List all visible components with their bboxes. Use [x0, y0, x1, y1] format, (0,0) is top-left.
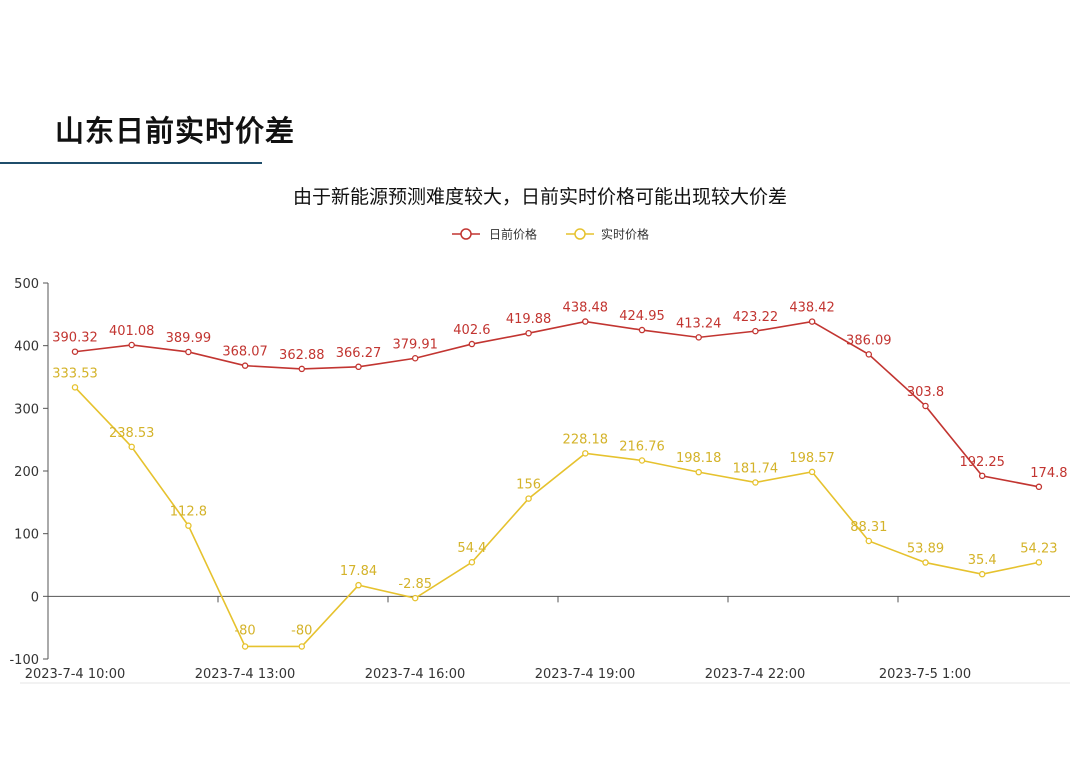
day-ahead-data-label: 402.6: [453, 323, 490, 338]
day-ahead-price-line: [74, 320, 1040, 488]
day-ahead-data-label: 438.42: [789, 301, 835, 316]
realtime-data-label: 88.31: [850, 520, 887, 535]
realtime-point[interactable]: [638, 457, 646, 464]
day-ahead-data-label: 413.24: [676, 316, 722, 331]
day-ahead-point[interactable]: [128, 341, 135, 349]
day-ahead-point[interactable]: [865, 351, 873, 358]
realtime-data-label: 17.84: [340, 564, 377, 579]
realtime-data-label: 35.4: [968, 553, 997, 568]
day-ahead-point[interactable]: [582, 318, 589, 325]
day-ahead-point[interactable]: [468, 340, 476, 348]
day-ahead-data-label: 174.8: [1030, 466, 1067, 481]
page-title: 山东日前实时价差: [55, 114, 296, 148]
legend-marker[interactable]: [574, 228, 586, 240]
day-ahead-point[interactable]: [978, 472, 986, 480]
day-ahead-data-label: 401.08: [109, 324, 155, 339]
day-ahead-point[interactable]: [525, 329, 532, 337]
realtime-point[interactable]: [978, 570, 986, 578]
realtime-data-label: 198.57: [789, 451, 835, 466]
realtime-price-line: [74, 386, 1040, 648]
y-tick-label: 200: [14, 465, 39, 480]
day-ahead-data-label: 386.09: [846, 333, 892, 348]
chart-title: 由于新能源预测难度较大，日前实时价格可能出现较大价差: [292, 186, 787, 208]
day-ahead-point[interactable]: [241, 362, 249, 369]
realtime-data-label: 181.74: [733, 461, 779, 476]
legend-label[interactable]: 实时价格: [601, 227, 649, 242]
day-ahead-point[interactable]: [411, 355, 419, 362]
realtime-point[interactable]: [808, 468, 816, 476]
x-tick-label: 2023-7-4 10:00: [25, 667, 126, 682]
day-ahead-data-label: 390.32: [52, 331, 98, 346]
y-tick-label: 0: [31, 590, 39, 605]
day-ahead-data-label: 192.25: [959, 455, 1005, 470]
realtime-point[interactable]: [128, 443, 135, 451]
day-ahead-data-label: 424.95: [619, 309, 665, 324]
realtime-point[interactable]: [695, 468, 702, 476]
realtime-point[interactable]: [1035, 559, 1043, 566]
realtime-data-label: 333.53: [52, 366, 98, 381]
day-ahead-point[interactable]: [808, 318, 816, 325]
day-ahead-data-label: 362.88: [279, 348, 325, 363]
day-ahead-data-label: 368.07: [222, 345, 268, 360]
x-tick-label: 2023-7-4 13:00: [195, 667, 296, 682]
x-tick-label: 2023-7-4 19:00: [535, 667, 636, 682]
realtime-point[interactable]: [298, 643, 306, 650]
legend-marker[interactable]: [460, 228, 472, 240]
day-ahead-data-label: 303.8: [907, 385, 944, 400]
realtime-point[interactable]: [525, 495, 532, 502]
day-ahead-point[interactable]: [695, 334, 702, 341]
realtime-point[interactable]: [468, 558, 476, 566]
day-ahead-point[interactable]: [922, 402, 929, 410]
day-ahead-data-label: 389.99: [166, 331, 212, 346]
day-ahead-point[interactable]: [185, 348, 192, 356]
realtime-point[interactable]: [411, 594, 419, 602]
legend-label[interactable]: 日前价格: [489, 227, 537, 242]
realtime-data-label: 156: [516, 478, 541, 493]
realtime-point[interactable]: [752, 479, 759, 486]
y-tick-label: -100: [9, 653, 39, 668]
y-tick-label: 300: [14, 402, 39, 417]
day-ahead-point[interactable]: [355, 363, 362, 371]
day-ahead-point[interactable]: [298, 365, 306, 373]
day-ahead-point[interactable]: [1035, 483, 1043, 491]
realtime-point[interactable]: [865, 537, 873, 545]
realtime-data-label: 238.53: [109, 426, 155, 441]
realtime-data-label: -80: [291, 623, 312, 638]
realtime-data-label: -2.85: [398, 577, 432, 592]
day-ahead-data-label: 366.27: [336, 346, 382, 361]
realtime-data-label: 54.4: [457, 541, 486, 556]
day-ahead-data-label: 438.48: [563, 301, 609, 316]
realtime-data-label: 216.76: [619, 439, 665, 454]
day-ahead-point[interactable]: [71, 348, 79, 355]
realtime-point[interactable]: [355, 581, 362, 589]
y-tick-label: 400: [14, 340, 39, 355]
realtime-point[interactable]: [71, 384, 79, 391]
realtime-data-label: 198.18: [676, 451, 722, 466]
x-tick-label: 2023-7-4 16:00: [365, 667, 466, 682]
realtime-point[interactable]: [185, 522, 192, 529]
day-ahead-point[interactable]: [752, 327, 759, 335]
day-ahead-point[interactable]: [638, 326, 646, 334]
x-tick-label: 2023-7-4 22:00: [705, 667, 806, 682]
realtime-point[interactable]: [922, 559, 929, 566]
realtime-data-label: 53.89: [907, 542, 944, 557]
realtime-data-label: 228.18: [563, 432, 609, 447]
y-tick-label: 500: [14, 277, 39, 292]
realtime-data-label: 112.8: [170, 505, 207, 520]
y-tick-label: 100: [14, 528, 39, 543]
realtime-data-label: 54.23: [1020, 541, 1057, 556]
day-ahead-data-label: 379.91: [392, 337, 438, 352]
realtime-point[interactable]: [582, 450, 589, 457]
title-underline: [0, 162, 262, 164]
x-tick-label: 2023-7-5 1:00: [879, 667, 971, 682]
realtime-data-label: -80: [234, 623, 255, 638]
day-ahead-data-label: 419.88: [506, 312, 552, 327]
day-ahead-data-label: 423.22: [733, 310, 779, 325]
realtime-point[interactable]: [241, 643, 249, 650]
